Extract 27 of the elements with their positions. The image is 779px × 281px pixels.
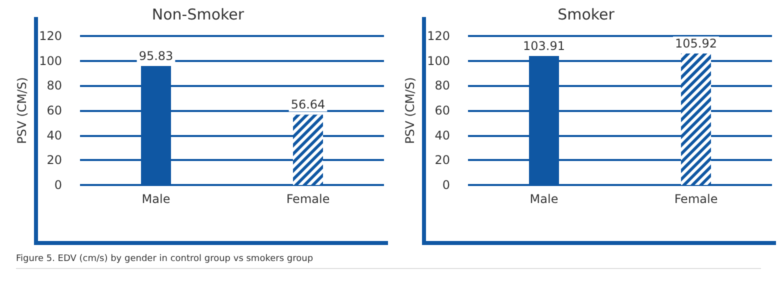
data-label: 103.91 xyxy=(523,38,565,53)
x-tick-label: Female xyxy=(286,192,330,206)
y-tick-label: 100 xyxy=(39,54,62,68)
y-tick-label: 40 xyxy=(434,128,450,142)
chart-title: Smoker xyxy=(558,6,616,24)
data-label: 95.83 xyxy=(138,49,174,64)
y-tick-label: 0 xyxy=(54,178,62,192)
y-tick-label: 20 xyxy=(46,153,62,168)
x-tick-label: Male xyxy=(142,192,170,206)
y-axis-title: PSV (CM/S) xyxy=(403,77,418,144)
y-tick-label: 60 xyxy=(434,104,450,118)
y-axis-title: PSV (CM/S) xyxy=(15,77,30,144)
caption: Figure 5. EDV (cm/s) by gender in control group vs smokers group xyxy=(16,254,761,269)
y-tick-label: 80 xyxy=(46,78,62,93)
data-label: 56.64 xyxy=(290,98,326,112)
data-label: 105.92 xyxy=(675,36,717,50)
y-tick-label: 120 xyxy=(39,29,62,43)
y-tick-label: 40 xyxy=(46,128,62,142)
y-tick-label: 0 xyxy=(442,178,450,192)
y-tick-label: 100 xyxy=(427,54,450,68)
y-tick-label: 60 xyxy=(46,104,62,118)
y-tick-label: 20 xyxy=(434,153,450,168)
y-tick-label: 80 xyxy=(434,78,450,93)
x-tick-label: Male xyxy=(530,192,558,206)
x-tick-label: Female xyxy=(674,192,718,206)
chart-title: Non-Smoker xyxy=(152,6,245,24)
y-tick-label: 120 xyxy=(427,29,450,43)
